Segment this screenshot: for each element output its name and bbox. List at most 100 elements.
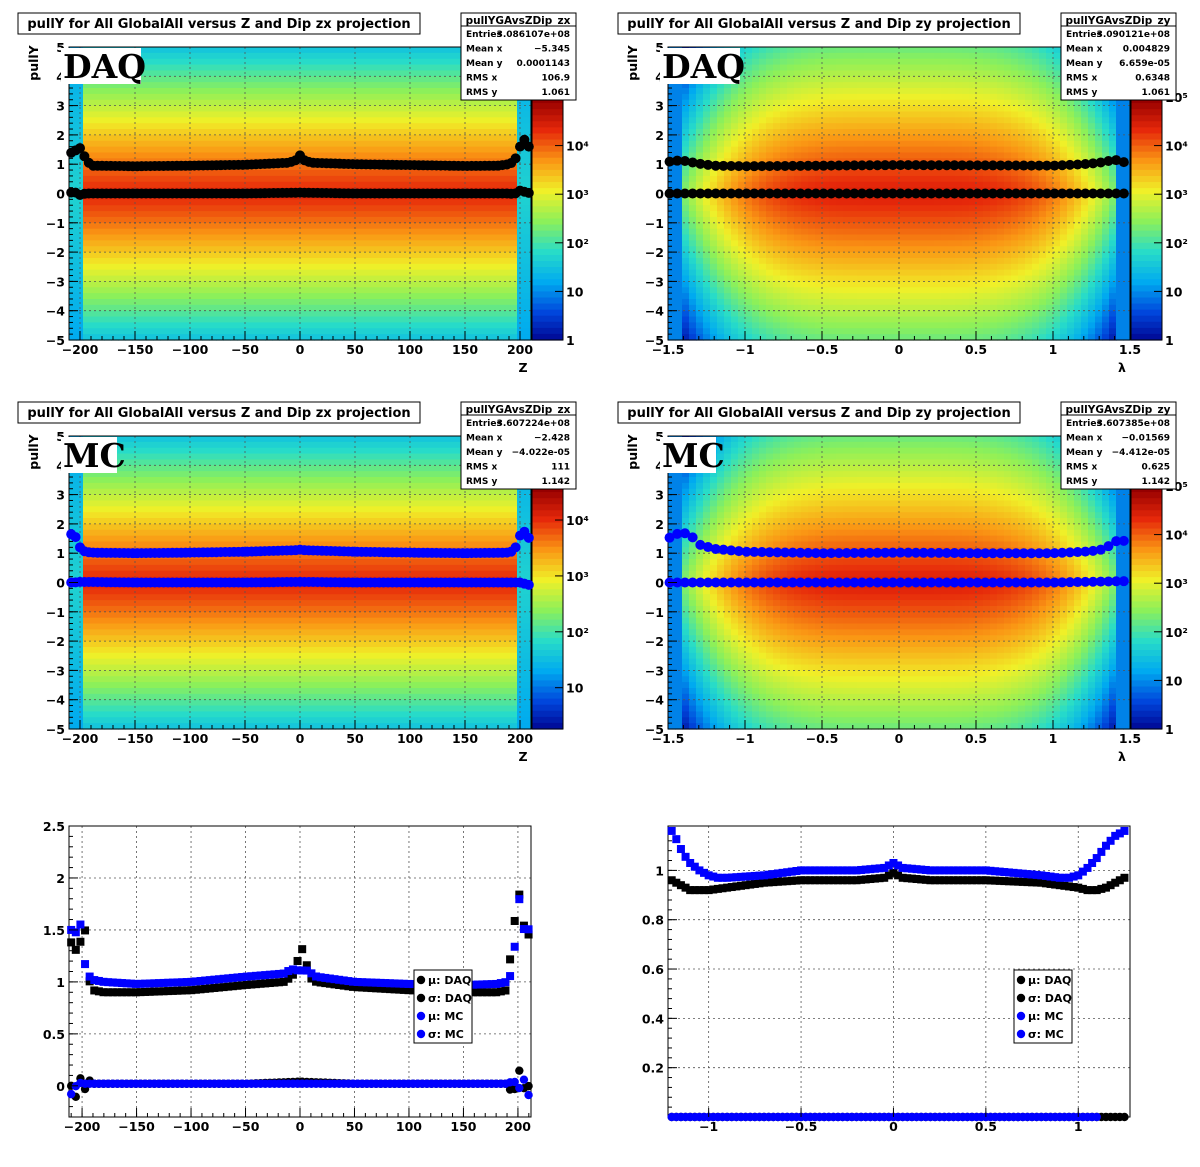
heatmap-cell [188,311,196,317]
heatmap-cell [738,229,746,235]
heatmap-cell [836,82,844,88]
heatmap-cell [752,88,760,94]
heatmap-cell [766,240,774,246]
heatmap-cell [524,299,532,305]
heatmap-cell [752,65,760,71]
heatmap-cell [682,270,690,276]
heatmap-cell [209,76,217,82]
heatmap-cell [738,199,746,205]
heatmap-cell [766,135,774,141]
heatmap-cell [272,53,280,59]
heatmap-cell [745,270,753,276]
heatmap-cell [433,123,441,129]
heatmap-cell [496,229,504,235]
heatmap-cell [419,258,427,264]
heatmap-cell [335,88,343,94]
heatmap-cell [342,252,350,258]
heatmap-cell [405,123,413,129]
heatmap-cell [780,293,788,299]
heatmap-cell [279,229,287,235]
heatmap-cell [794,94,802,100]
heatmap-cell [780,211,788,217]
heatmap-cell [118,106,126,112]
heatmap-cell [363,141,371,147]
heatmap-cell [489,258,497,264]
heatmap-cell [433,147,441,153]
heatmap-cell [419,211,427,217]
heatmap-cell [433,117,441,123]
heatmap-cell [216,65,224,71]
heatmap-cell [279,123,287,129]
heatmap-cell [405,305,413,311]
heatmap-cell [356,182,364,188]
heatmap-cell [766,182,774,188]
heatmap-cell [829,281,837,287]
y-tick-label: 0 [56,187,65,202]
heatmap-cell [682,328,690,334]
heatmap-cell [510,217,518,223]
heatmap-cell [468,182,476,188]
heatmap-cell [377,170,385,176]
heatmap-cell [237,94,245,100]
heatmap-cell [731,252,739,258]
heatmap-cell [139,287,147,293]
heatmap-cell [370,53,378,59]
heatmap-cell [314,311,322,317]
heatmap-cell [482,264,490,270]
heatmap-cell [717,176,725,182]
heatmap-cell [216,299,224,305]
heatmap-cell [447,258,455,264]
heatmap-cell [300,94,308,100]
heatmap-cell [773,111,781,117]
heatmap-cell [314,317,322,323]
heatmap-cell [440,147,448,153]
heatmap-cell [160,211,168,217]
heatmap-cell [300,223,308,229]
heatmap-cell [524,170,532,176]
heatmap-cell [83,106,91,112]
heatmap-cell [447,270,455,276]
heatmap-cell [801,76,809,82]
heatmap-cell [454,205,462,211]
heatmap-cell [717,205,725,211]
heatmap-cell [794,76,802,82]
heatmap-cell [426,211,434,217]
heatmap-cell [815,106,823,112]
heatmap-cell [510,199,518,205]
heatmap-cell [125,135,133,141]
heatmap-cell [808,223,816,229]
heatmap-cell [146,211,154,217]
heatmap-cell [696,287,704,293]
heatmap-cell [426,147,434,153]
heatmap-cell [265,176,273,182]
heatmap-cell [822,199,830,205]
heatmap-cell [482,170,490,176]
heatmap-cell [209,328,217,334]
heatmap-cell [272,152,280,158]
heatmap-cell [328,270,336,276]
heatmap-cell [188,94,196,100]
heatmap-cell [83,240,91,246]
heatmap-cell [710,111,718,117]
heatmap-cell [426,152,434,158]
heatmap-cell [780,281,788,287]
heatmap-cell [139,270,147,276]
heatmap-cell [300,322,308,328]
heatmap-cell [181,135,189,141]
heatmap-cell [349,65,357,71]
heatmap-cell [258,117,266,123]
heatmap-cell [773,176,781,182]
heatmap-cell [202,317,210,323]
heatmap-cell [356,141,364,147]
stats-name: pullYGAvsZDip_zx [466,15,571,27]
heatmap-cell [237,65,245,71]
heatmap-cell [160,135,168,141]
heatmap-cell [377,123,385,129]
heatmap-cell [440,152,448,158]
heatmap-cell [836,152,844,158]
heatmap-cell [279,141,287,147]
heatmap-cell [710,299,718,305]
heatmap-cell [307,82,315,88]
heatmap-cell [780,106,788,112]
heatmap-cell [766,287,774,293]
